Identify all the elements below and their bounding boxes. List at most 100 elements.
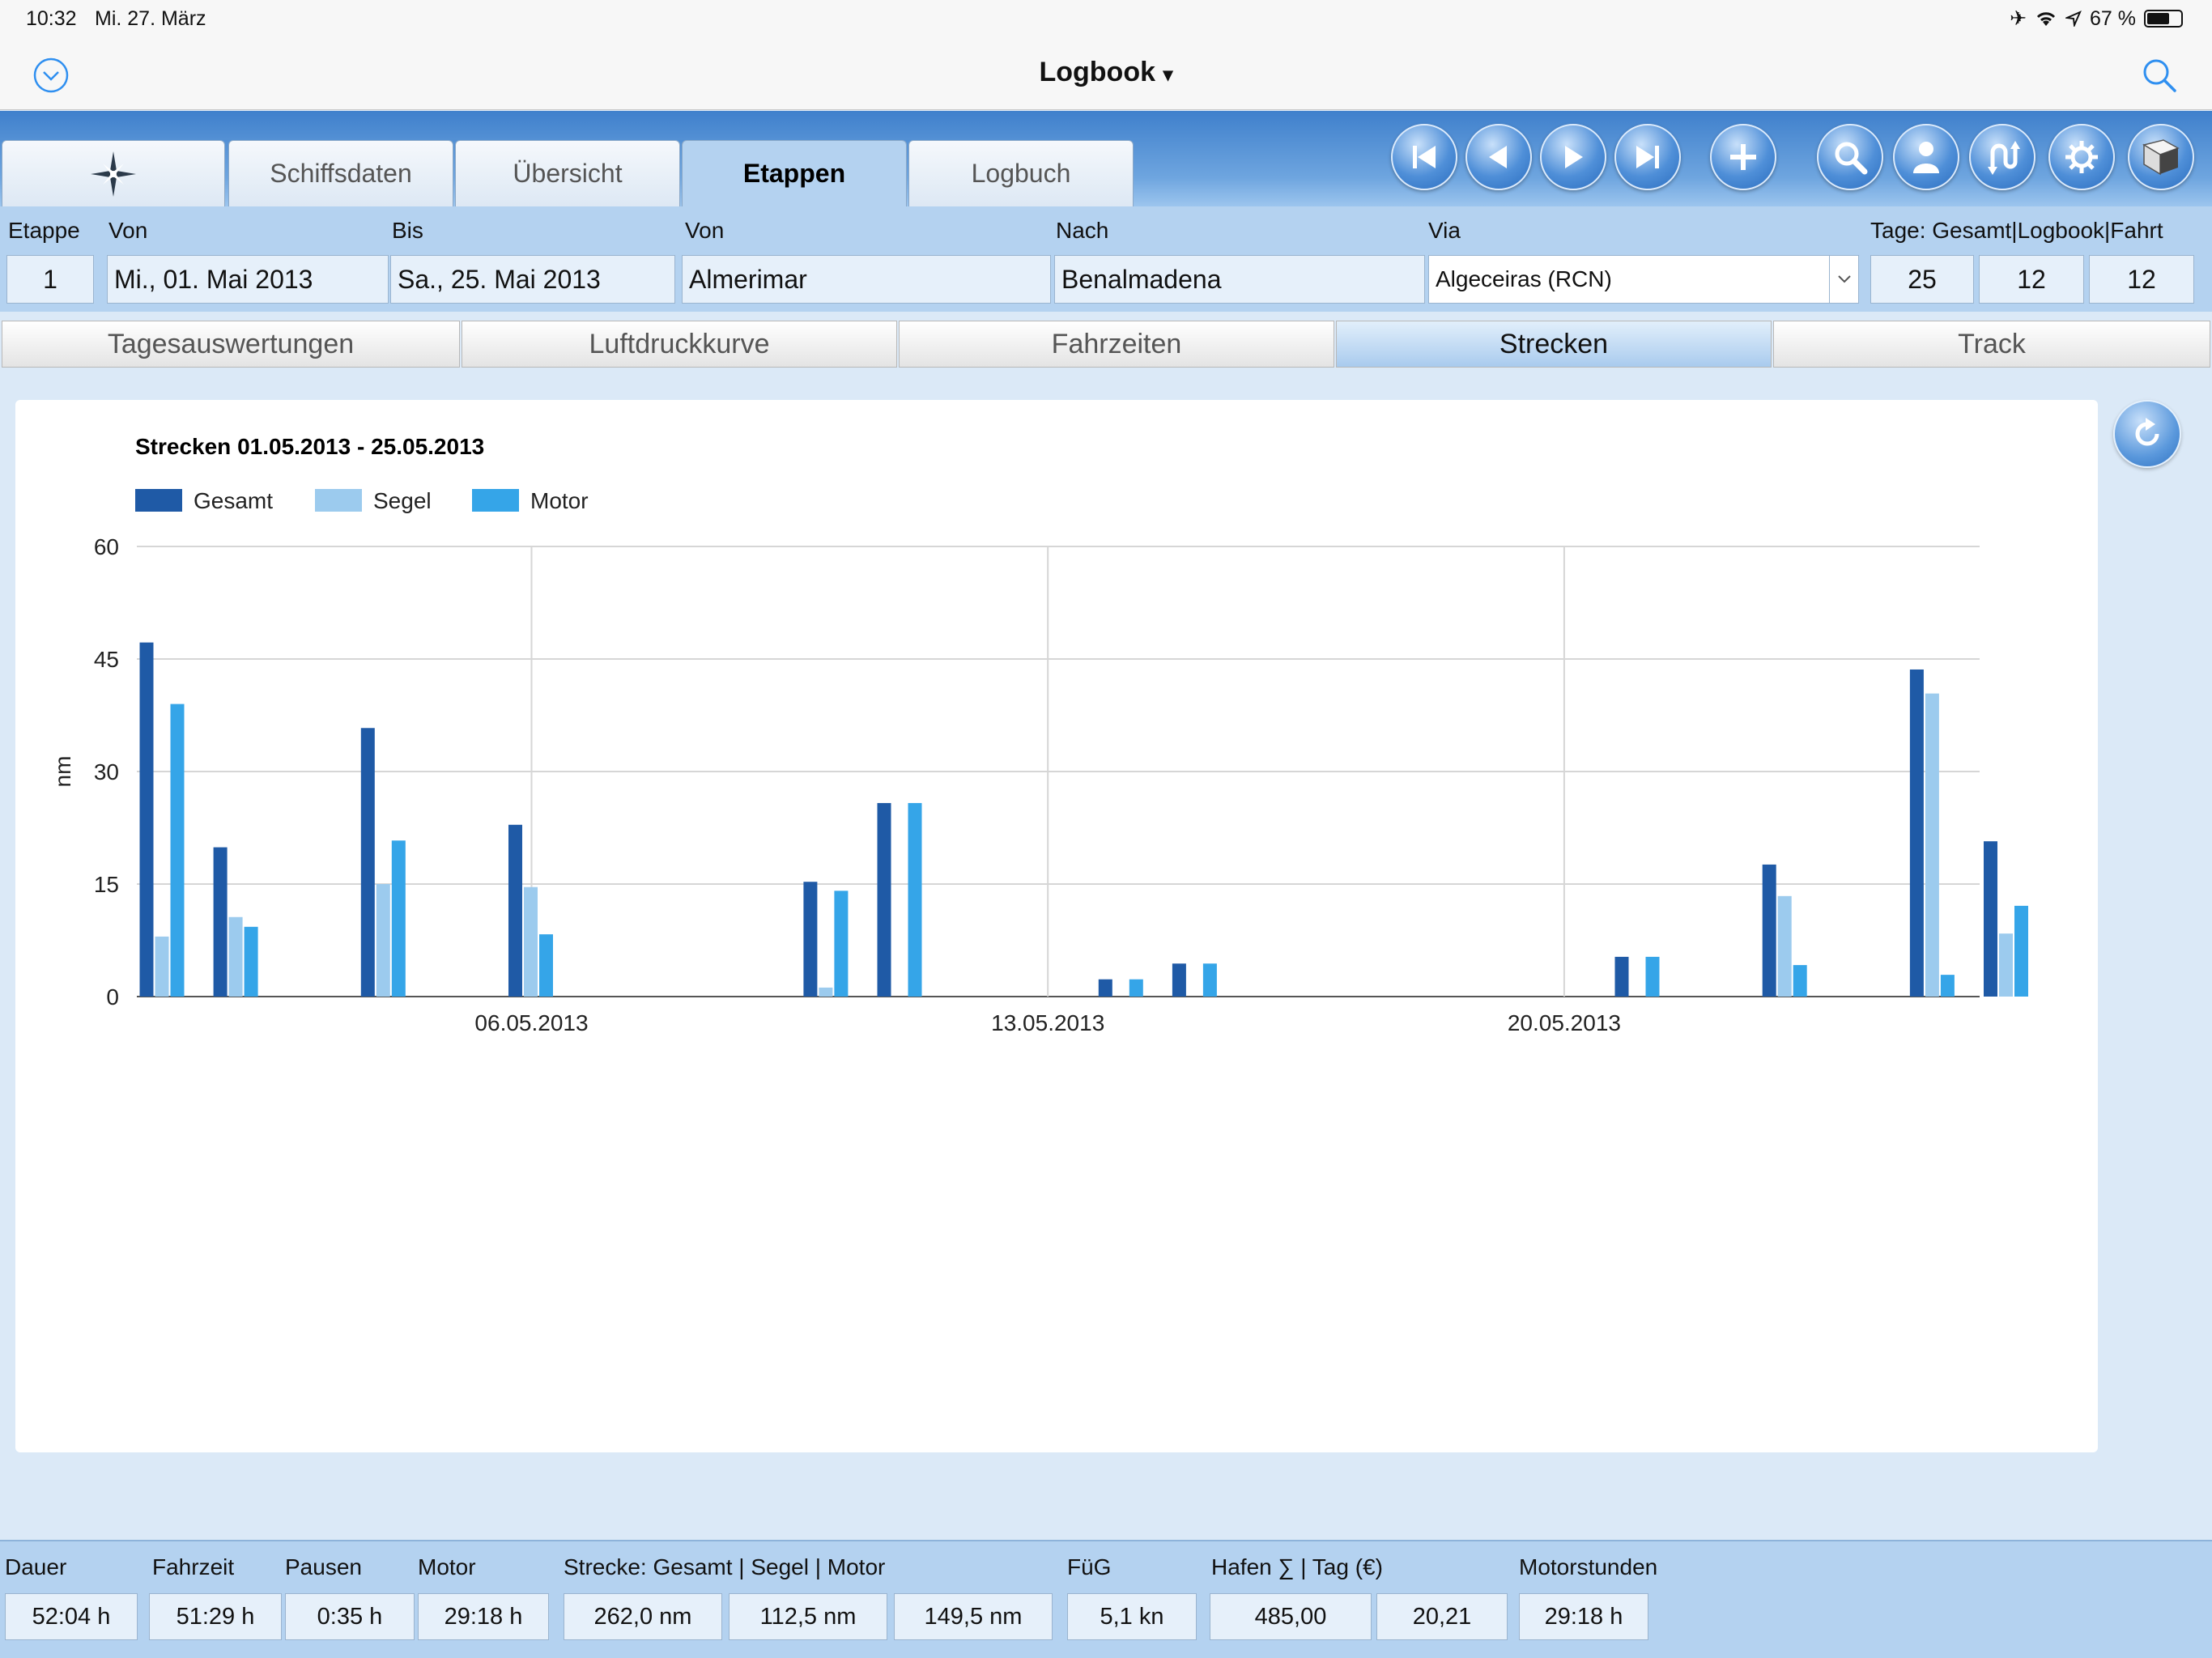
chart-panel: Strecken 01.05.2013 - 25.05.2013 Gesamt Se… [15, 400, 2098, 1452]
legend-label-gesamt: Gesamt [194, 488, 273, 513]
tab-fahrzeiten[interactable]: Fahrzeiten [899, 321, 1334, 368]
bar-motor [539, 934, 553, 997]
label-pausen: Pausen [285, 1554, 362, 1579]
strecke-segel-value: 112,5 nm [729, 1593, 887, 1640]
refresh-button[interactable] [2113, 400, 2181, 468]
tage-gesamt-field[interactable]: 25 [1870, 255, 1974, 304]
von-date-field[interactable]: Mi., 01. Mai 2013 [107, 255, 389, 304]
sync-icon [1988, 141, 2020, 175]
search-icon[interactable] [2139, 55, 2180, 96]
motorstunden-value: 29:18 h [1519, 1593, 1648, 1640]
bar-motor [1940, 975, 1955, 997]
legend-label-segel: Segel [373, 488, 432, 513]
label-hafen: Hafen ∑ | Tag (€) [1211, 1554, 1383, 1579]
y-tick-label: 30 [94, 759, 119, 784]
x-tick-label: 20.05.2013 [1508, 1010, 1621, 1035]
status-date: Mi. 27. März [95, 7, 206, 30]
tab-strecken[interactable]: Strecken [1336, 321, 1772, 368]
bar-gesamt [1614, 956, 1629, 997]
bar-gesamt [139, 642, 154, 997]
label-von-date: Von [108, 218, 148, 243]
bar-motor [244, 926, 258, 997]
x-tick-label: 06.05.2013 [474, 1010, 588, 1035]
analysis-tabs: Tagesauswertungen Luftdruckkurve Fahrzei… [0, 321, 2212, 368]
via-dropdown-button[interactable] [1829, 256, 1858, 303]
navigation-bar: Logbook ▾ [0, 39, 2212, 110]
bar-motor [1129, 979, 1143, 997]
search-icon [1835, 142, 1868, 175]
previous-record-button[interactable] [1465, 124, 1532, 190]
via-select[interactable]: Algeceiras (RCN) [1428, 255, 1859, 304]
bar-motor [2014, 905, 2028, 997]
location-arrow-icon [2065, 11, 2082, 27]
next-record-icon [1565, 146, 1583, 168]
search-button[interactable] [1817, 124, 1883, 190]
book-button[interactable] [2128, 124, 2194, 190]
caret-down-icon: ▾ [1163, 64, 1173, 86]
chart-title: Strecken 01.05.2013 - 25.05.2013 [135, 434, 484, 459]
status-bar: 10:32 Mi. 27. März ✈ 67 % [0, 0, 2212, 39]
tage-fahrt-field[interactable]: 12 [2089, 255, 2194, 304]
bar-motor [1645, 956, 1660, 997]
bar-gesamt [803, 882, 818, 997]
main-toolbar: Schiffsdaten Übersicht Etappen Logbuch [0, 111, 2212, 206]
bar-gesamt [1909, 669, 1924, 997]
bar-motor [1793, 965, 1807, 997]
settings-gear-icon [2065, 141, 2098, 173]
fahrzeit-value: 51:29 h [149, 1593, 282, 1640]
fueg-value: 5,1 kn [1067, 1593, 1197, 1640]
hafen-sum-value: 485,00 [1210, 1593, 1372, 1640]
etappe-number-field[interactable]: 1 [6, 255, 94, 304]
last-record-icon [1636, 146, 1659, 168]
battery-percent: 67 % [2090, 6, 2136, 30]
nach-field[interactable]: Benalmadena [1054, 255, 1425, 304]
hafen-tag-value: 20,21 [1376, 1593, 1508, 1640]
tab-tagesauswertungen[interactable]: Tagesauswertungen [2, 321, 460, 368]
app-title-menu[interactable]: Logbook ▾ [0, 57, 2212, 88]
book-icon [2142, 139, 2180, 176]
label-via: Via [1428, 218, 1461, 243]
bar-segel [228, 916, 243, 997]
app-title: Logbook [1039, 57, 1156, 87]
tage-logbook-field[interactable]: 12 [1979, 255, 2084, 304]
tab-schiffsdaten[interactable]: Schiffsdaten [228, 140, 453, 206]
chevron-down-circle-icon[interactable] [32, 57, 70, 94]
bar-motor [391, 840, 406, 997]
y-tick-label: 60 [94, 534, 119, 559]
bar-segel [155, 936, 169, 997]
chevron-down-icon [1837, 275, 1851, 283]
tab-logbuch[interactable]: Logbuch [908, 140, 1134, 206]
previous-record-icon [1489, 146, 1507, 168]
bar-segel [524, 886, 538, 997]
sync-button[interactable] [1969, 124, 2035, 190]
tab-track[interactable]: Track [1773, 321, 2210, 368]
bar-segel [1999, 933, 2013, 997]
crew-button[interactable] [1893, 124, 1959, 190]
tab-etappen[interactable]: Etappen [682, 140, 907, 206]
next-record-button[interactable] [1540, 124, 1606, 190]
von-place-field[interactable]: Almerimar [682, 255, 1051, 304]
y-axis-label: nm [50, 756, 75, 788]
label-dauer: Dauer [5, 1554, 67, 1579]
tab-compass[interactable] [2, 140, 225, 206]
legend-swatch-segel [315, 489, 362, 512]
strecken-chart: Strecken 01.05.2013 - 25.05.2013 Gesamt Se… [50, 434, 2028, 1035]
label-nach: Nach [1056, 218, 1109, 243]
first-record-button[interactable] [1391, 124, 1457, 190]
via-value: Algeceiras (RCN) [1436, 266, 1612, 291]
label-etappe: Etappe [8, 218, 80, 243]
label-tage: Tage: Gesamt|Logbook|Fahrt [1870, 218, 2163, 243]
strecke-motor-value: 149,5 nm [894, 1593, 1053, 1640]
settings-button[interactable] [2048, 124, 2115, 190]
bar-gesamt [213, 847, 228, 997]
legend-swatch-motor [472, 489, 519, 512]
bar-motor [1202, 963, 1217, 997]
bis-date-field[interactable]: Sa., 25. Mai 2013 [390, 255, 675, 304]
add-button[interactable] [1710, 124, 1776, 190]
bar-segel [1925, 693, 1939, 997]
last-record-button[interactable] [1614, 124, 1681, 190]
tab-uebersicht[interactable]: Übersicht [455, 140, 680, 206]
tab-luftdruckkurve[interactable]: Luftdruckkurve [462, 321, 897, 368]
label-strecke: Strecke: Gesamt | Segel | Motor [564, 1554, 886, 1579]
bar-segel [1777, 895, 1792, 997]
